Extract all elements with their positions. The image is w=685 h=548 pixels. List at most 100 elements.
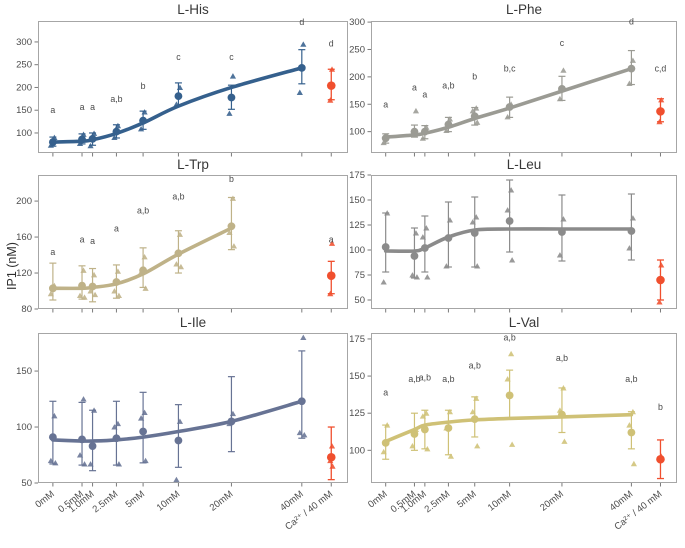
- mean-point: [112, 127, 121, 136]
- significance-letter: a: [50, 247, 55, 257]
- dose-group: [226, 195, 238, 251]
- y-tick-label: 80: [21, 304, 32, 315]
- y-tick-label: 200: [16, 196, 32, 207]
- replicate-triangle: [560, 67, 567, 73]
- replicate-triangle: [509, 257, 516, 263]
- y-tick-label: 120: [16, 268, 32, 279]
- y-tick-label: 175: [349, 170, 365, 181]
- replicate-triangle: [81, 294, 88, 300]
- replicate-triangle: [409, 272, 416, 278]
- significance-letter: b: [229, 174, 234, 184]
- control-significance-letter: d: [329, 38, 334, 48]
- x-tick-label: 10mM: [486, 489, 514, 514]
- significance-letter: a: [114, 224, 119, 234]
- dose-group: [226, 73, 237, 116]
- y-tick-label: 175: [349, 334, 365, 345]
- dose-group: [47, 134, 58, 148]
- replicate-triangle: [474, 263, 481, 269]
- control-group: a: [326, 234, 336, 297]
- panel-title-l-ile: L-Ile: [179, 315, 207, 330]
- significance-letter: a,b: [172, 191, 184, 201]
- mean-point: [444, 234, 453, 242]
- control-replicate-triangle: [328, 443, 336, 449]
- replicate-triangle: [556, 95, 564, 102]
- replicate-triangle: [141, 409, 148, 415]
- replicate-triangle: [561, 438, 568, 444]
- replicate-triangle: [629, 408, 637, 415]
- replicate-triangle: [76, 140, 84, 146]
- replicate-triangle: [560, 385, 567, 391]
- replicate-triangle: [115, 292, 123, 299]
- dose-group: [443, 116, 454, 134]
- control-mean-point: [326, 271, 336, 281]
- replicate-triangle: [473, 395, 480, 401]
- y-tick-label: 50: [354, 295, 365, 306]
- replicate-triangle: [137, 125, 145, 132]
- mean-point: [139, 266, 147, 275]
- control-replicate-triangle: [329, 463, 336, 469]
- control-group: c,d: [655, 63, 666, 125]
- replicate-triangle: [173, 101, 180, 107]
- y-tick-label: 300: [349, 17, 365, 28]
- replicate-triangle: [87, 288, 94, 294]
- dose-group: [469, 395, 481, 449]
- replicate-triangle: [141, 253, 148, 260]
- y-tick-label: 100: [16, 422, 32, 433]
- x-tick-label: 2.5mM: [423, 489, 453, 516]
- dose-group: [87, 130, 98, 149]
- mean-point: [112, 278, 121, 286]
- replicate-triangle: [52, 459, 59, 466]
- significance-letter: b: [141, 81, 146, 91]
- replicate-triangle: [91, 291, 99, 298]
- panel-border: [371, 333, 677, 483]
- panel-plot-l-leu: 50 75 100 125 150 175: [349, 170, 677, 313]
- mean-point: [48, 433, 57, 442]
- replicate-triangle: [173, 261, 180, 267]
- replicate-triangle: [90, 271, 98, 278]
- mean-point: [410, 127, 419, 136]
- replicate-triangle: [300, 334, 307, 340]
- replicate-triangle: [629, 57, 637, 63]
- replicate-triangle: [419, 413, 426, 419]
- replicate-triangle: [626, 80, 633, 86]
- dose-group: [173, 404, 184, 483]
- control-group: [656, 259, 665, 305]
- dose-group: [380, 133, 391, 146]
- dose-group: [556, 385, 568, 444]
- significance-letter: a: [422, 90, 427, 100]
- replicate-triangle: [474, 119, 481, 125]
- mean-point: [420, 244, 429, 252]
- replicate-triangle: [469, 219, 476, 225]
- replicate-triangle: [114, 122, 122, 129]
- significance-letter: a: [412, 83, 417, 93]
- mean-point: [48, 138, 57, 146]
- replicate-triangle: [177, 263, 185, 270]
- replicate-triangle: [300, 41, 307, 47]
- dose-group: [469, 105, 481, 126]
- replicate-triangle: [508, 187, 515, 193]
- replicate-triangle: [409, 442, 416, 449]
- replicate-triangle: [137, 415, 145, 421]
- mean-point: [227, 417, 236, 426]
- mean-point: [470, 112, 479, 121]
- x-tick-label: 0mM: [366, 489, 389, 511]
- replicate-triangle: [115, 461, 123, 467]
- significance-letter: c: [229, 52, 234, 62]
- replicate-triangle: [90, 407, 98, 413]
- mean-point: [112, 434, 121, 443]
- dose-group: [469, 196, 481, 269]
- control-group: d: [326, 38, 336, 103]
- significance-letter: a,b: [625, 374, 637, 384]
- dose-group: [626, 408, 638, 467]
- dose-group: [380, 422, 391, 460]
- dose-group: [443, 201, 454, 269]
- replicate-triangle: [446, 217, 454, 223]
- mean-point: [297, 397, 306, 406]
- replicate-triangle: [423, 410, 430, 416]
- dose-group: [87, 267, 99, 303]
